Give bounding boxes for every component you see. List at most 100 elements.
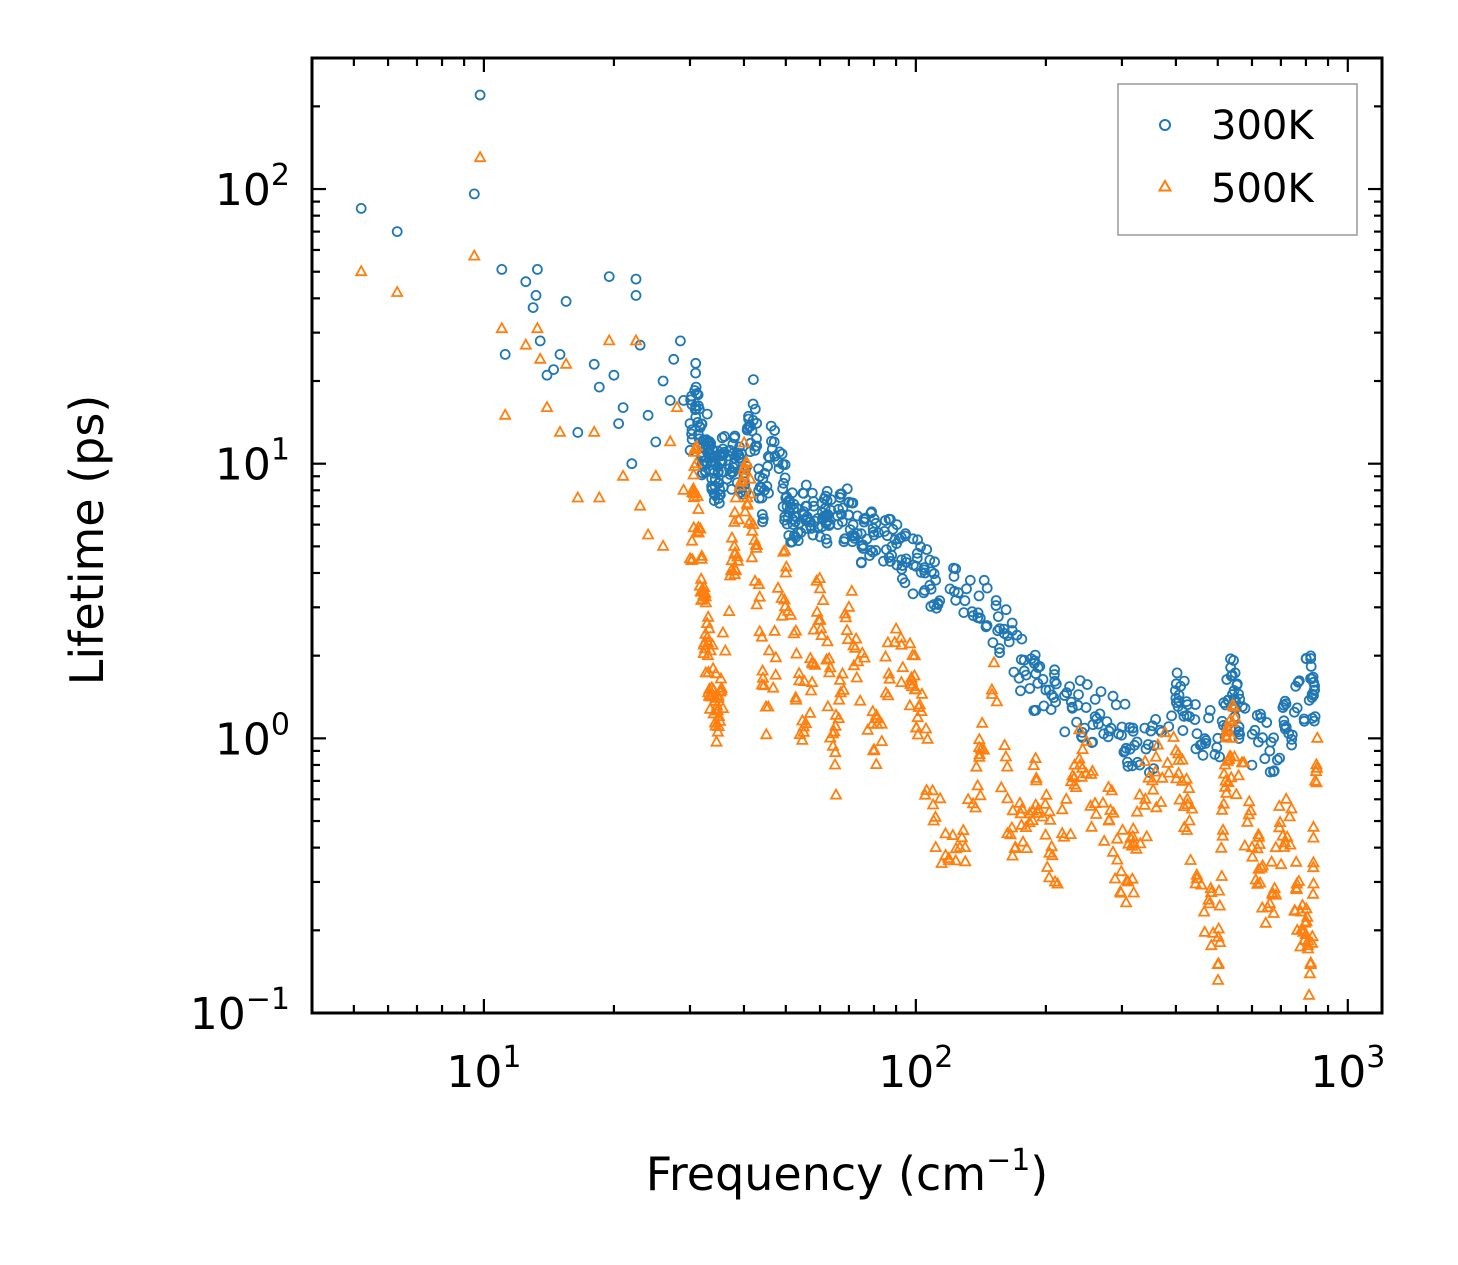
data-point-cloud (787, 626, 801, 639)
data-point-cloud (1249, 724, 1261, 736)
data-point-cloud (1252, 830, 1266, 842)
data-point-cloud (870, 716, 884, 729)
data-point-cloud (994, 643, 1005, 654)
data-point-cloud (840, 623, 854, 635)
data-point-cloud (1097, 834, 1111, 846)
data-point-cloud (870, 517, 882, 529)
data-point-cloud (1008, 666, 1020, 678)
data-point (499, 348, 511, 360)
data-point-cloud (952, 587, 964, 599)
data-point-cloud (705, 437, 717, 449)
data-point-cloud (911, 727, 925, 740)
data-point-cloud (1122, 756, 1133, 768)
data-point (553, 425, 567, 437)
data-point-cloud (722, 604, 736, 616)
legend-label-500k: 500K (1211, 166, 1315, 212)
data-point-cloud (1182, 699, 1193, 711)
data-point-cloud (778, 477, 789, 489)
data-point-cloud (1149, 749, 1163, 762)
data-point (391, 226, 403, 238)
data-point-cloud (1218, 780, 1232, 792)
series-500k (354, 150, 1324, 1000)
data-point-cloud (783, 530, 795, 541)
data-point-cloud (928, 568, 940, 580)
data-point-cloud (753, 589, 767, 602)
data-point-cloud (992, 625, 1004, 637)
data-point-cloud (702, 621, 716, 634)
data-point-cloud (1072, 751, 1086, 764)
data-point-cloud (1234, 729, 1245, 740)
data-point (1029, 773, 1043, 786)
data-point-cloud (1305, 650, 1317, 662)
data-point-cloud (1181, 710, 1193, 721)
data-point-cloud (1125, 838, 1139, 851)
data-point-cloud (799, 716, 813, 729)
data-point-cloud (1075, 761, 1089, 773)
data-point-cloud (1265, 854, 1279, 867)
data-point-cloud (1308, 773, 1322, 786)
data-point-cloud (1191, 728, 1203, 740)
data-point-cloud (1030, 668, 1042, 680)
data-point-cloud (1127, 722, 1139, 734)
data-point-cloud (804, 683, 818, 696)
data-point-cloud (1245, 849, 1259, 862)
data-point-cloud (921, 732, 935, 744)
data-point-cloud (977, 742, 991, 755)
data-point-cloud (990, 600, 1002, 611)
y-tick-label: 10−1 (190, 982, 290, 1040)
data-point-cloud (1080, 702, 1092, 713)
data-point-cloud (690, 439, 704, 452)
data-point-cloud (1257, 732, 1268, 744)
data-point-cloud (813, 571, 827, 583)
data-point-cloud (907, 588, 919, 600)
data-point-cloud (1250, 876, 1264, 889)
data-point-cloud (1076, 742, 1090, 754)
data-point-cloud (769, 450, 781, 462)
data-point-cloud (907, 668, 922, 681)
data-point (559, 356, 573, 369)
data-point-cloud (919, 721, 933, 734)
data-point (608, 369, 620, 381)
data-point-cloud (1119, 895, 1133, 908)
data-point-cloud (1105, 722, 1117, 734)
data-point-cloud (1022, 815, 1037, 828)
data-point-cloud (1198, 925, 1212, 937)
data-point-cloud (1228, 685, 1240, 696)
data-point-cloud (1214, 840, 1228, 853)
data-point-cloud (987, 655, 1001, 668)
data-point-cloud (928, 810, 943, 822)
data-point-cloud (1213, 898, 1227, 911)
data-point-cloud (1014, 806, 1028, 819)
data-point-cloud (691, 502, 705, 514)
data-point-cloud (1008, 841, 1022, 853)
data-point-cloud (1085, 819, 1099, 832)
data-point (532, 263, 543, 275)
data-point-cloud (1190, 867, 1204, 880)
data-point-cloud (1204, 938, 1218, 951)
data-point (530, 289, 542, 301)
data-point-cloud (1293, 939, 1307, 952)
data-point-cloud (764, 452, 775, 464)
data-point-cloud (1000, 759, 1014, 772)
data-point-cloud (822, 665, 836, 678)
data-point-cloud (1212, 956, 1226, 969)
tick-layer (310, 56, 1382, 1015)
data-point-cloud (1251, 827, 1266, 840)
data-point-cloud (1006, 625, 1018, 636)
data-point (675, 335, 686, 347)
data-point-cloud (1107, 690, 1119, 702)
data-point-cloud (1089, 694, 1101, 705)
data-point-cloud (1307, 671, 1319, 683)
data-point-cloud (808, 658, 822, 670)
data-point-cloud (1278, 699, 1290, 711)
data-point-cloud (861, 533, 873, 545)
data-point-cloud (913, 697, 927, 710)
data-point-cloud (1268, 732, 1279, 744)
data-point (534, 335, 546, 347)
legend-label-300k: 300K (1211, 103, 1315, 149)
data-point-cloud (973, 747, 987, 760)
data-point-cloud (1072, 722, 1086, 735)
data-point-cloud (1080, 734, 1094, 746)
data-point-cloud (1268, 881, 1282, 893)
data-point-cloud (1292, 676, 1304, 688)
